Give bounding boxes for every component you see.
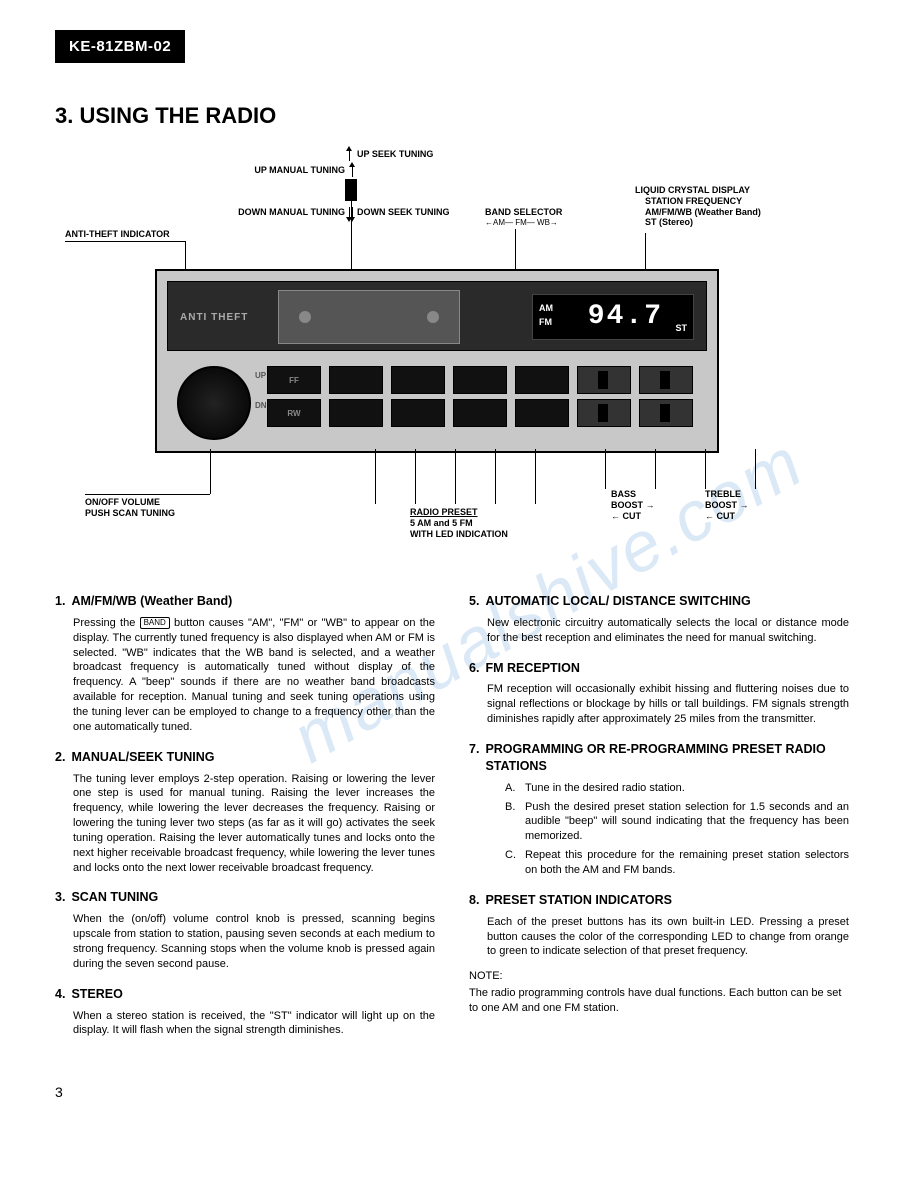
main-heading: 3. USING THE RADIO xyxy=(55,103,863,129)
lcd-frequency: 94.7 xyxy=(588,301,663,332)
section-heading: 8. PRESET STATION INDICATORS xyxy=(469,892,849,909)
section-heading: 5. AUTOMATIC LOCAL/ DISTANCE SWITCHING xyxy=(469,593,849,610)
section-heading: 1. AM/FM/WB (Weather Band) xyxy=(55,593,435,610)
label-on-off: ON/OFF VOLUME PUSH SCAN TUNING xyxy=(85,497,175,519)
volume-knob xyxy=(177,366,251,440)
preset-btn xyxy=(329,366,383,394)
radio-unit: ANTI THEFT AM FM 94.7 ST UP DN FF xyxy=(155,269,719,453)
section-heading: 7. PROGRAMMING OR RE-PROGRAMMING PRESET … xyxy=(469,741,849,775)
label-lcd: LIQUID CRYSTAL DISPLAY STATION FREQUENCY… xyxy=(635,185,761,228)
section-heading: 3. SCAN TUNING xyxy=(55,889,435,906)
section-body: A.Tune in the desired radio station. B.P… xyxy=(487,781,849,878)
radio-faceplate-top: ANTI THEFT AM FM 94.7 ST xyxy=(167,281,707,351)
lead-line xyxy=(535,449,536,504)
preset-btn xyxy=(329,399,383,427)
lead-line xyxy=(351,201,352,269)
model-tag: KE-81ZBM-02 xyxy=(55,30,185,63)
section-body: New electronic circuitry automatically s… xyxy=(487,616,849,646)
dn-label: DN xyxy=(255,401,267,410)
lcd-mode: AM FM xyxy=(539,301,553,329)
treble-slider2 xyxy=(639,399,693,427)
cassette-slot xyxy=(278,290,460,344)
up-label: UP xyxy=(255,371,266,380)
note-body: The radio programming controls have dual… xyxy=(469,986,849,1016)
lead-line xyxy=(85,494,210,495)
treble-slider xyxy=(639,366,693,394)
preset-btn xyxy=(391,399,445,427)
section-heading: 6. FM RECEPTION xyxy=(469,660,849,677)
label-preset: RADIO PRESET 5 AM and 5 FM WITH LED INDI… xyxy=(410,507,508,539)
anti-theft-text: ANTI THEFT xyxy=(180,312,248,323)
bass-slider2 xyxy=(577,399,631,427)
radio-diagram: UP SEEK TUNING UP MANUAL TUNING DOWN MAN… xyxy=(65,149,845,549)
lead-line xyxy=(65,241,185,242)
content-columns: 1. AM/FM/WB (Weather Band) Pressing the … xyxy=(55,579,863,1044)
lead-line xyxy=(655,449,656,489)
band-button-inline: BAND xyxy=(140,617,170,629)
label-up-manual: UP MANUAL TUNING xyxy=(235,165,345,176)
section-heading: 2. MANUAL/SEEK TUNING xyxy=(55,749,435,766)
label-down-manual: DOWN MANUAL TUNING xyxy=(219,207,345,218)
lcd-display: AM FM 94.7 ST xyxy=(532,294,694,340)
preset-btn xyxy=(515,366,569,394)
bass-slider xyxy=(577,366,631,394)
preset-btn xyxy=(515,399,569,427)
section-body: When a stereo station is received, the "… xyxy=(73,1009,435,1039)
note-label: NOTE: xyxy=(469,969,849,984)
section-body: Each of the preset buttons has its own b… xyxy=(487,915,849,960)
right-column: 5. AUTOMATIC LOCAL/ DISTANCE SWITCHING N… xyxy=(469,579,849,1044)
ff-button: FF xyxy=(267,366,321,394)
label-down-seek: DOWN SEEK TUNING xyxy=(357,207,450,218)
lead-line xyxy=(605,449,606,489)
lead-line xyxy=(375,449,376,504)
section-body: FM reception will occasionally exhibit h… xyxy=(487,682,849,727)
section-heading: 4. STEREO xyxy=(55,986,435,1003)
label-bass: BASS BOOST → ← CUT xyxy=(611,489,655,521)
lead-line xyxy=(210,449,211,494)
lead-line xyxy=(455,449,456,504)
section-body: The tuning lever employs 2-step operatio… xyxy=(73,772,435,876)
label-anti-theft: ANTI-THEFT INDICATOR xyxy=(65,229,170,240)
preset-btn xyxy=(453,399,507,427)
lcd-stereo: ST xyxy=(675,323,687,333)
label-up-seek: UP SEEK TUNING xyxy=(357,149,433,160)
preset-btn xyxy=(391,366,445,394)
preset-btn xyxy=(453,366,507,394)
section-body: Pressing the BAND button causes "AM", "F… xyxy=(73,616,435,735)
tuning-lever-icon xyxy=(345,179,357,201)
label-treble: TREBLE BOOST → ← CUT xyxy=(705,489,749,521)
page-number: 3 xyxy=(55,1084,863,1100)
section-body: When the (on/off) volume control knob is… xyxy=(73,912,435,971)
lead-line xyxy=(755,449,756,489)
lead-line xyxy=(415,449,416,504)
label-band-selector: BAND SELECTOR ←AM— FM— WB→ xyxy=(485,207,562,227)
lead-line xyxy=(495,449,496,504)
left-column: 1. AM/FM/WB (Weather Band) Pressing the … xyxy=(55,579,435,1044)
rw-button: RW xyxy=(267,399,321,427)
lead-line xyxy=(705,449,706,489)
